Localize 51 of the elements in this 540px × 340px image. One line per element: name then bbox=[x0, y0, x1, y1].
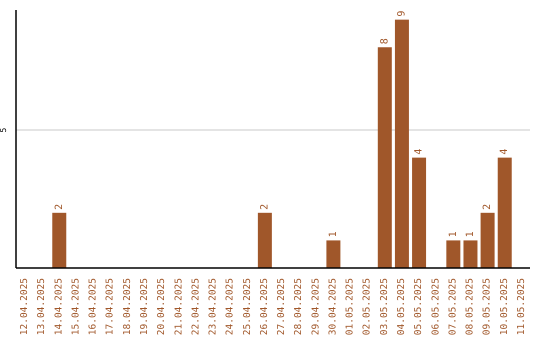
y-tick-label: 5 bbox=[0, 127, 8, 132]
x-tick-label: 04.05.2025 bbox=[396, 278, 407, 336]
bar bbox=[258, 212, 272, 268]
data-label: 1 bbox=[448, 231, 459, 238]
data-label: 4 bbox=[414, 148, 425, 155]
data-label: 2 bbox=[54, 204, 65, 210]
x-tick-label: 17.04.2025 bbox=[104, 278, 116, 336]
data-label: 1 bbox=[328, 231, 339, 238]
x-tick-label: 20.04.2025 bbox=[156, 278, 168, 336]
data-label: 2 bbox=[259, 204, 270, 210]
x-tick-label: 21.04.2025 bbox=[173, 278, 184, 336]
x-tick-label: 22.04.2025 bbox=[190, 278, 202, 336]
x-tick-label: 05.05.2025 bbox=[413, 278, 424, 336]
x-tick-label: 23.04.2025 bbox=[208, 278, 219, 336]
bar bbox=[326, 240, 340, 268]
x-tick-label: 27.04.2025 bbox=[276, 278, 288, 336]
x-tick-label: 15.04.2025 bbox=[70, 278, 82, 336]
bar bbox=[52, 212, 66, 268]
data-label: 8 bbox=[379, 38, 390, 44]
x-tick-label: 03.05.2025 bbox=[378, 278, 390, 336]
x-tick-label: 28.04.2025 bbox=[293, 278, 304, 336]
x-tick-label: 29.04.2025 bbox=[310, 278, 322, 336]
data-label: 9 bbox=[396, 10, 408, 17]
bar bbox=[463, 240, 478, 268]
x-tick-label: 01.05.2025 bbox=[344, 278, 356, 336]
x-tick-label: 14.04.2025 bbox=[53, 278, 64, 336]
x-tick-label: 12.04.2025 bbox=[19, 278, 30, 336]
x-tick-label: 02.05.2025 bbox=[362, 278, 373, 336]
bar bbox=[378, 47, 392, 268]
x-tick-label: 09.05.2025 bbox=[482, 278, 493, 336]
x-tick-label: 13.04.2025 bbox=[36, 278, 48, 336]
x-tick-label: 11.05.2025 bbox=[516, 278, 527, 336]
x-tick-label: 08.05.2025 bbox=[464, 278, 476, 336]
x-tick-label: 30.04.2025 bbox=[327, 278, 338, 336]
bar bbox=[394, 20, 409, 268]
x-tick-label: 26.04.2025 bbox=[258, 278, 270, 336]
bar bbox=[480, 212, 495, 268]
x-tick-label: 10.05.2025 bbox=[498, 278, 510, 336]
bar bbox=[498, 158, 512, 268]
data-label: 4 bbox=[499, 148, 510, 155]
bar bbox=[412, 158, 426, 268]
x-tick-label: 07.05.2025 bbox=[447, 278, 458, 336]
x-tick-label: 16.04.2025 bbox=[88, 278, 99, 336]
data-label: 2 bbox=[482, 204, 494, 210]
x-tick-label: 18.04.2025 bbox=[122, 278, 133, 336]
bar bbox=[446, 240, 460, 268]
x-tick-label: 25.04.2025 bbox=[242, 278, 253, 336]
x-tick-label: 24.04.2025 bbox=[224, 278, 236, 336]
x-tick-label: 06.05.2025 bbox=[430, 278, 442, 336]
data-label: 1 bbox=[464, 231, 476, 238]
x-tick-label: 19.04.2025 bbox=[139, 278, 150, 336]
